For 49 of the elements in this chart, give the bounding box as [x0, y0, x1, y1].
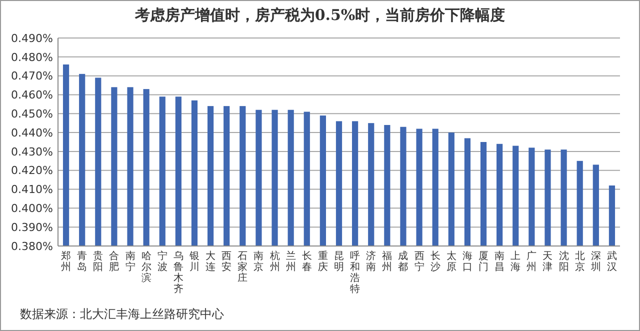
x-tick-label: 昆明 [334, 251, 344, 273]
x-tick-label: 天津 [542, 251, 553, 273]
x-tick-label: 杭州 [268, 250, 280, 273]
x-tick-label: 乌鲁木齐 [173, 250, 184, 295]
x-tick-label: 长春 [302, 250, 312, 273]
x-tick-label: 贵阳 [93, 250, 104, 273]
x-tick-label: 西安 [222, 251, 232, 273]
y-tick-label: 0.430% [11, 145, 53, 158]
y-tick-label: 0.480% [11, 50, 53, 64]
x-tick-label: 南宁 [125, 250, 136, 273]
x-tick-label: 西宁 [414, 251, 424, 273]
x-tick-label: 上海 [510, 250, 521, 273]
x-tick-label: 青岛 [77, 250, 88, 273]
x-tick-label: 南京 [254, 250, 264, 273]
x-tick-label: 济南 [366, 250, 376, 273]
y-tick-label: 0.390% [11, 220, 53, 234]
y-tick-label: 0.410% [11, 183, 53, 196]
x-tick-label: 兰州 [286, 250, 296, 273]
y-tick-label: 0.380% [11, 240, 53, 253]
y-tick-label: 0.400% [11, 202, 53, 216]
x-tick-label: 南昌 [494, 250, 505, 273]
y-tick-label: 0.450% [11, 107, 53, 120]
x-tick-label: 合肥 [109, 250, 120, 273]
x-tick-label: 成都 [398, 250, 408, 273]
x-tick-label: 宁波 [157, 250, 168, 273]
x-tick-label: 海口 [462, 250, 472, 273]
y-tick-label: 0.440% [11, 126, 53, 140]
x-tick-label: 哈尔滨 [141, 250, 152, 284]
x-tick-label: 沈阳 [558, 250, 569, 273]
x-tick-label: 重庆 [318, 250, 328, 273]
chart-title: 考虑房产增值时，房产税为0.5%时，当前房价下降幅度 [134, 6, 506, 24]
y-tick-label: 0.490% [11, 32, 53, 45]
y-tick-label: 0.460% [11, 88, 53, 102]
x-tick-label: 石家庄 [238, 251, 248, 284]
y-tick-label: 0.470% [11, 70, 53, 83]
y-tick-label: 0.420% [11, 164, 53, 178]
x-tick-label: 北京 [574, 250, 585, 273]
x-tick-label: 呼和浩特 [350, 250, 360, 295]
x-tick-label: 深圳 [590, 250, 601, 273]
x-tick-label: 武汉 [606, 250, 617, 273]
x-tick-label: 大连 [206, 250, 216, 273]
x-tick-label: 长沙 [430, 250, 440, 273]
x-tick-label: 厦门 [478, 251, 489, 273]
x-tick-label: 银川 [188, 251, 200, 273]
x-tick-label: 福州 [382, 250, 392, 273]
x-tick-label: 太原 [446, 250, 456, 273]
x-tick-label: 广州 [526, 250, 537, 273]
source-note: 数据来源：北大汇丰海上丝路研究中心 [20, 307, 224, 321]
x-tick-label: 郑州 [61, 250, 72, 273]
